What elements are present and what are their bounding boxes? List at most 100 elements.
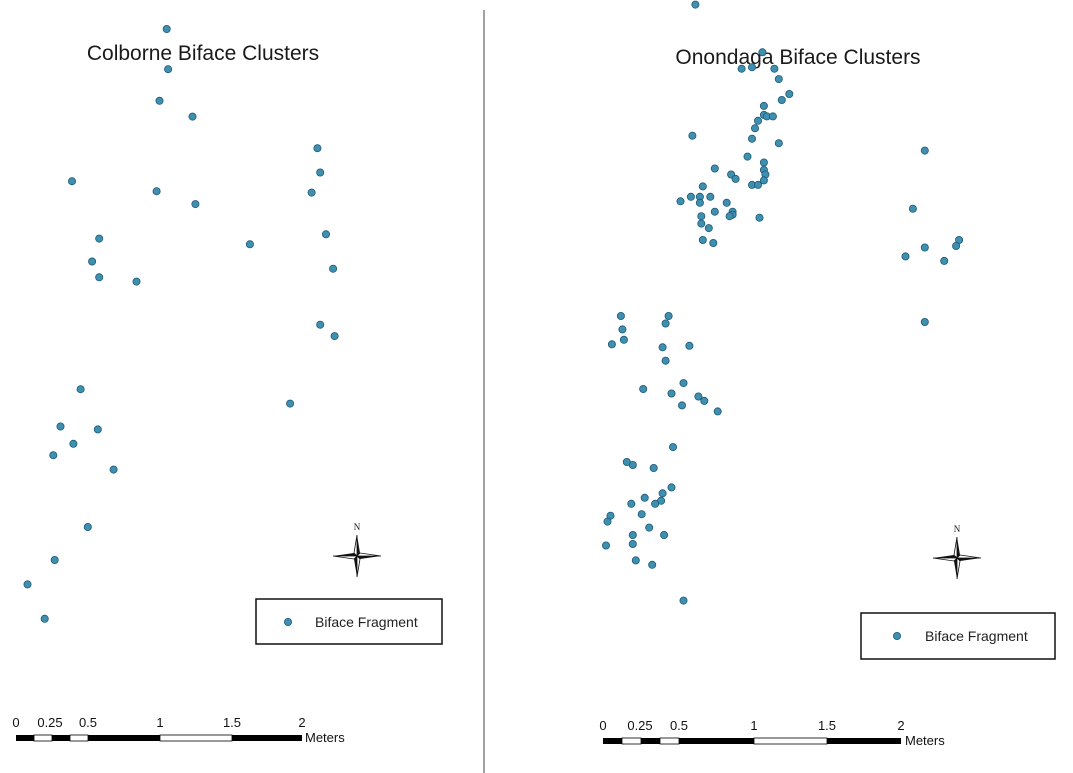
colborne-legend: Biface Fragment [255, 598, 443, 645]
biface-fragment-point [759, 158, 768, 167]
biface-fragment-point [679, 596, 688, 605]
scale-unit: Meters [905, 733, 945, 748]
onondaga-points-layer [602, 0, 964, 605]
scale-tick-0: 0 [599, 718, 606, 733]
north-label: N [354, 522, 361, 532]
biface-fragment-point [155, 96, 164, 105]
biface-fragment-point [627, 499, 636, 508]
biface-fragment-point [774, 75, 783, 84]
biface-fragment-point [698, 182, 707, 191]
scale-tick-1-5: 1.5 [223, 715, 241, 730]
biface-fragment-point [688, 131, 697, 140]
biface-fragment-point [908, 204, 917, 213]
biface-fragment-point [768, 112, 777, 121]
biface-fragment-point [648, 560, 657, 569]
scale-tick-0: 0 [12, 715, 19, 730]
colborne-map-title: Colborne Biface Clusters [87, 42, 319, 65]
biface-fragment-point [660, 531, 669, 540]
biface-fragment-point [245, 240, 254, 249]
biface-fragment-point [722, 198, 731, 207]
biface-fragment-point [754, 116, 763, 125]
biface-fragment-point [698, 235, 707, 244]
scale-tick-0-25: 0.25 [37, 715, 62, 730]
biface-fragment-point [704, 224, 713, 233]
scale-tick-2: 2 [298, 715, 305, 730]
colborne-scale-bar: 0 0.25 0.5 1 1.5 2 Meters [12, 715, 345, 745]
biface-fragment-point [616, 311, 625, 320]
biface-fragment-point [49, 451, 58, 460]
biface-fragment-point [758, 48, 767, 57]
scale-tick-1-5: 1.5 [818, 718, 836, 733]
biface-fragment-point [920, 243, 929, 252]
biface-fragment-point [631, 556, 640, 565]
biface-fragment-point [109, 465, 118, 474]
biface-fragment-point [93, 425, 102, 434]
biface-fragment-point [664, 311, 673, 320]
biface-fragment-point [640, 493, 649, 502]
biface-fragment-point [95, 273, 104, 282]
biface-fragment-point [188, 112, 197, 121]
biface-fragment-point [713, 407, 722, 416]
biface-fragment-point [649, 463, 658, 472]
biface-fragment-point [164, 65, 173, 74]
biface-fragment-point [607, 340, 616, 349]
biface-fragment-point [658, 489, 667, 498]
biface-fragment-point [940, 256, 949, 265]
biface-fragment-point [679, 379, 688, 388]
biface-fragment-point [23, 580, 32, 589]
biface-fragment-point [76, 385, 85, 394]
biface-fragment-point [685, 341, 694, 350]
onondaga-scale-bar: 0 0.25 0.5 1 1.5 2 Meters [599, 718, 945, 748]
biface-fragment-point [694, 392, 703, 401]
biface-fragment-point [50, 556, 59, 565]
biface-fragment-point [321, 230, 330, 239]
biface-fragment-point [700, 396, 709, 405]
scale-tick-0-5: 0.5 [79, 715, 97, 730]
biface-fragment-point [330, 332, 339, 341]
biface-fragment-point [748, 63, 757, 72]
scale-tick-1: 1 [156, 715, 163, 730]
biface-fragment-point [313, 144, 322, 153]
biface-fragment-point [661, 356, 670, 365]
legend-point-symbol [893, 632, 902, 641]
biface-fragment-point [676, 197, 685, 206]
biface-fragment-point [706, 192, 715, 201]
scale-unit: Meters [305, 730, 345, 745]
onondaga-map-panel: Onondaga Biface Clusters N Biface Fragme… [599, 0, 1056, 748]
biface-fragment-point [69, 439, 78, 448]
biface-fragment-point [307, 188, 316, 197]
colborne-map-panel: Colborne Biface Clusters N Biface Fragme… [12, 24, 443, 745]
biface-fragment-point [56, 422, 65, 431]
biface-fragment-point [725, 212, 734, 221]
biface-fragment-point [697, 219, 706, 228]
biface-fragment-point [754, 180, 763, 189]
biface-fragment-point [774, 139, 783, 148]
biface-fragment-point [191, 200, 200, 209]
biface-fragment-point [770, 64, 779, 73]
biface-fragment-point [710, 207, 719, 216]
biface-fragment-point [710, 164, 719, 173]
biface-fragment-point [785, 90, 794, 99]
biface-fragment-point [737, 64, 746, 73]
biface-fragment-point [40, 614, 49, 623]
biface-fragment-point [132, 277, 141, 286]
biface-fragment-point [645, 523, 654, 532]
biface-fragment-point [759, 176, 768, 185]
biface-fragment-point [286, 399, 295, 408]
biface-fragment-point [669, 443, 678, 452]
onondaga-map-title: Onondaga Biface Clusters [675, 46, 920, 69]
biface-fragment-point [83, 523, 92, 532]
biface-fragment-point [95, 234, 104, 243]
biface-fragment-point [651, 499, 660, 508]
biface-fragment-point [731, 174, 740, 183]
biface-fragment-point [777, 96, 786, 105]
biface-fragment-point [709, 238, 718, 247]
biface-fragment-point [661, 319, 670, 328]
biface-fragment-point [602, 541, 611, 550]
biface-fragment-point [759, 101, 768, 110]
biface-fragment-point [667, 483, 676, 492]
biface-fragment-point [618, 325, 627, 334]
biface-fragment-point [637, 510, 646, 519]
biface-fragment-point [667, 389, 676, 398]
